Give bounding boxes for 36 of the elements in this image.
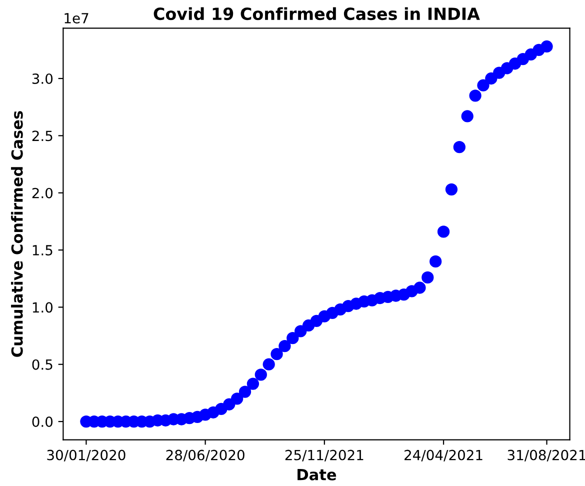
y-tick-label: 0.5 — [32, 359, 52, 370]
y-tick-label: 1.0 — [32, 302, 53, 313]
point — [445, 183, 458, 196]
x-tick-label: 24/04/2021 — [404, 450, 482, 462]
point — [238, 386, 252, 398]
point — [540, 40, 553, 53]
y-tick-label: 3.0 — [32, 73, 53, 84]
chart-title: Covid 19 Confirmed Cases in INDIA — [154, 7, 480, 20]
x-axis-title: Date — [298, 469, 336, 480]
point — [477, 79, 490, 92]
x-tick-label: 25/11/2021 — [285, 450, 364, 462]
point — [430, 255, 442, 268]
point — [485, 72, 498, 85]
point — [414, 282, 426, 294]
point — [286, 332, 299, 344]
y-tick-label: 0.0 — [32, 416, 53, 428]
point — [294, 325, 307, 338]
point — [246, 378, 260, 390]
point — [453, 141, 466, 154]
point — [254, 368, 267, 381]
point — [262, 358, 275, 370]
y-tick-label: 2.5 — [32, 130, 52, 142]
y-tick-label: 1.5 — [32, 245, 52, 256]
point — [422, 271, 434, 284]
point — [231, 392, 244, 405]
point — [437, 226, 450, 238]
y-axis-title: Cumulative Confirmed Cases — [11, 111, 23, 357]
text: 1e7 — [64, 13, 88, 24]
point — [469, 90, 482, 102]
y-tick-label: 2.0 — [32, 188, 53, 198]
point — [461, 110, 474, 122]
x-tick-label: 28/06/2020 — [166, 450, 244, 462]
point — [278, 340, 291, 352]
point — [223, 398, 236, 410]
x-tick-label: 30/01/2020 — [47, 450, 126, 462]
point — [270, 348, 283, 360]
